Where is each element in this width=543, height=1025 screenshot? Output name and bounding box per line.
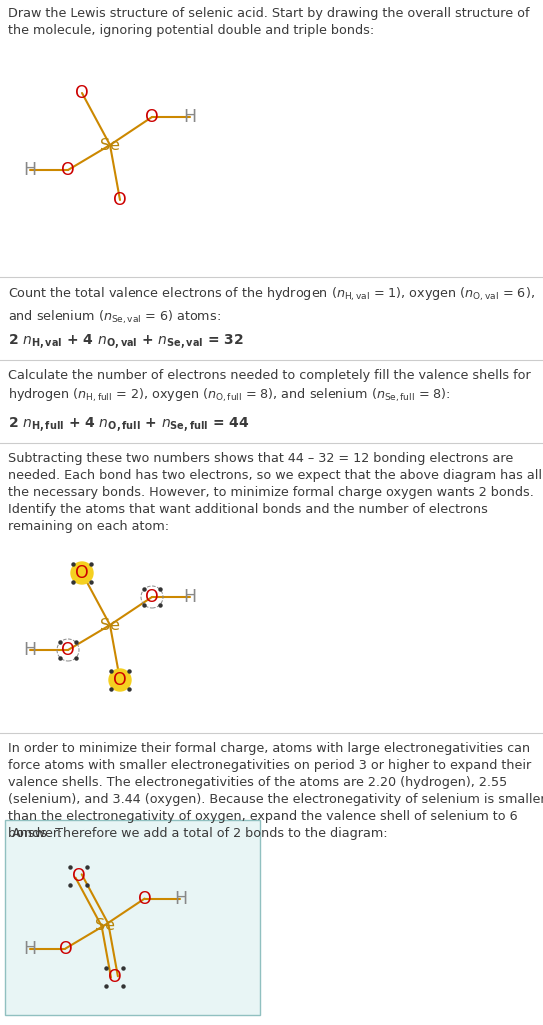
Text: O: O bbox=[138, 890, 151, 907]
Text: Calculate the number of electrons needed to completely fill the valence shells f: Calculate the number of electrons needed… bbox=[8, 369, 531, 404]
Circle shape bbox=[71, 562, 93, 584]
Text: 2 $n_{\mathregular{H,full}}$ + 4 $n_{\mathregular{O,full}}$ + $n_{\mathregular{S: 2 $n_{\mathregular{H,full}}$ + 4 $n_{\ma… bbox=[8, 415, 249, 434]
Text: Subtracting these two numbers shows that 44 – 32 = 12 bonding electrons are
need: Subtracting these two numbers shows that… bbox=[8, 452, 542, 533]
Text: H: H bbox=[23, 161, 36, 179]
Text: Answer:: Answer: bbox=[12, 827, 63, 840]
FancyBboxPatch shape bbox=[5, 820, 260, 1015]
Text: O: O bbox=[75, 84, 89, 102]
Text: H: H bbox=[174, 890, 187, 907]
Text: O: O bbox=[113, 671, 127, 689]
Text: H: H bbox=[184, 588, 197, 606]
Text: H: H bbox=[184, 108, 197, 126]
Text: O: O bbox=[61, 641, 75, 659]
Text: Se: Se bbox=[100, 617, 120, 632]
Text: In order to minimize their formal charge, atoms with large electronegativities c: In order to minimize their formal charge… bbox=[8, 742, 543, 840]
Text: Se: Se bbox=[95, 917, 115, 933]
Text: O: O bbox=[113, 191, 127, 209]
Text: H: H bbox=[23, 940, 36, 957]
Text: O: O bbox=[108, 968, 121, 986]
Text: O: O bbox=[145, 588, 159, 606]
Text: O: O bbox=[72, 867, 85, 885]
Text: O: O bbox=[59, 940, 72, 957]
Text: O: O bbox=[61, 161, 75, 179]
Text: Draw the Lewis structure of selenic acid. Start by drawing the overall structure: Draw the Lewis structure of selenic acid… bbox=[8, 7, 529, 37]
Text: O: O bbox=[75, 564, 89, 582]
Text: O: O bbox=[145, 108, 159, 126]
Text: 2 $n_{\mathregular{H,val}}$ + 4 $n_{\mathregular{O,val}}$ + $n_{\mathregular{Se,: 2 $n_{\mathregular{H,val}}$ + 4 $n_{\mat… bbox=[8, 332, 244, 351]
Circle shape bbox=[109, 669, 131, 691]
Text: Se: Se bbox=[100, 137, 120, 153]
Text: Count the total valence electrons of the hydrogen ($n_{\mathregular{H,val}}$ = 1: Count the total valence electrons of the… bbox=[8, 286, 535, 326]
Text: H: H bbox=[23, 641, 36, 659]
